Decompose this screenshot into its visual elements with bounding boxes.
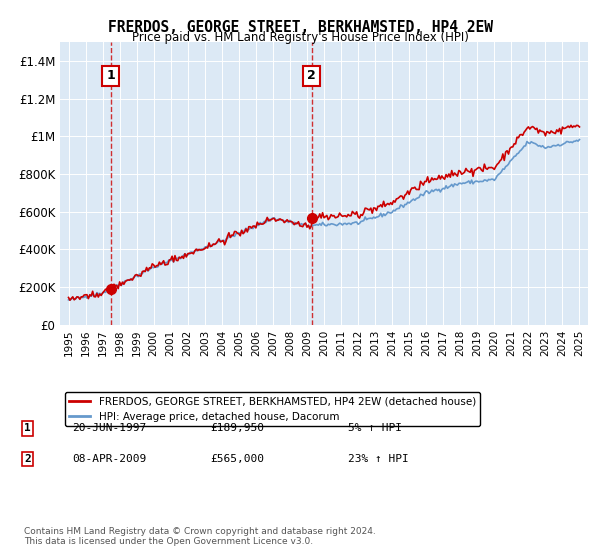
- Text: £565,000: £565,000: [210, 454, 264, 464]
- Text: 2: 2: [24, 454, 31, 464]
- Text: Price paid vs. HM Land Registry's House Price Index (HPI): Price paid vs. HM Land Registry's House …: [131, 31, 469, 44]
- Text: 2: 2: [307, 69, 316, 82]
- Text: 20-JUN-1997: 20-JUN-1997: [72, 423, 146, 433]
- Text: £189,950: £189,950: [210, 423, 264, 433]
- Text: FRERDOS, GEORGE STREET, BERKHAMSTED, HP4 2EW: FRERDOS, GEORGE STREET, BERKHAMSTED, HP4…: [107, 20, 493, 35]
- Text: 23% ↑ HPI: 23% ↑ HPI: [348, 454, 409, 464]
- Text: 1: 1: [24, 423, 31, 433]
- Text: 5% ↑ HPI: 5% ↑ HPI: [348, 423, 402, 433]
- Legend: FRERDOS, GEORGE STREET, BERKHAMSTED, HP4 2EW (detached house), HPI: Average pric: FRERDOS, GEORGE STREET, BERKHAMSTED, HP4…: [65, 392, 480, 426]
- Text: Contains HM Land Registry data © Crown copyright and database right 2024.
This d: Contains HM Land Registry data © Crown c…: [24, 526, 376, 546]
- Text: 08-APR-2009: 08-APR-2009: [72, 454, 146, 464]
- Text: 1: 1: [106, 69, 115, 82]
